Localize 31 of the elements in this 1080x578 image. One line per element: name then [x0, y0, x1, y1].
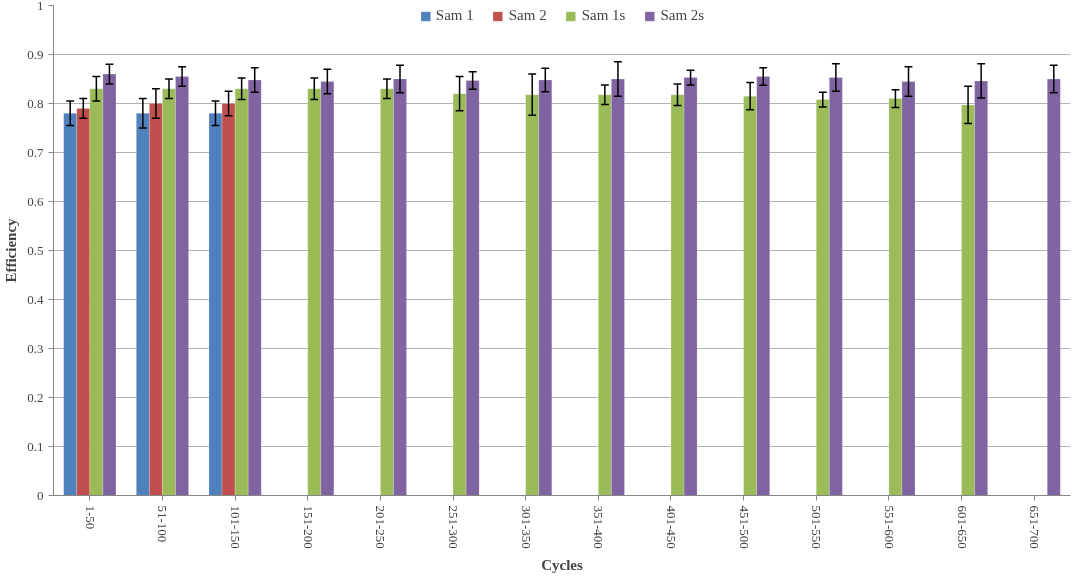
- legend-label: Sam 2: [508, 7, 547, 24]
- x-tick-label: 201-250: [373, 505, 389, 549]
- y-axis-title: Efficiency: [3, 217, 20, 283]
- x-tick-label: 1-50: [82, 505, 98, 530]
- x-tick-label: 501-550: [809, 505, 825, 549]
- x-tick-label: 401-450: [663, 505, 679, 549]
- y-tick-label: 0.5: [27, 242, 44, 258]
- y-tick-label: 0.2: [27, 389, 44, 405]
- y-tick-label: 0.3: [27, 340, 44, 356]
- x-tick-label: 51-100: [155, 505, 171, 543]
- y-tick-label: 0: [37, 487, 44, 503]
- y-tick-label: 0.9: [27, 46, 44, 62]
- y-tick-label: 1: [37, 0, 44, 13]
- x-tick-label: 151-200: [300, 505, 316, 549]
- x-tick-label: 651-700: [1027, 505, 1043, 549]
- x-tick-label: 451-500: [736, 505, 752, 549]
- x-axis-title: Cycles: [541, 556, 583, 573]
- x-tick-label: 301-350: [518, 505, 534, 549]
- legend-label: Sam 1s: [581, 7, 626, 24]
- x-tick-label: 101-150: [228, 505, 244, 549]
- x-tick-label: 251-300: [446, 505, 462, 549]
- legend-label: Sam 2s: [660, 7, 705, 24]
- y-tick-label: 0.7: [27, 144, 44, 160]
- x-tick-label: 351-400: [591, 505, 607, 549]
- y-tick-label: 0.4: [27, 291, 44, 307]
- x-tick-label: 551-600: [881, 505, 897, 549]
- x-tick-label: 601-650: [954, 505, 970, 549]
- y-tick-label: 0.1: [27, 438, 44, 454]
- y-tick-label: 0.8: [27, 95, 44, 111]
- y-tick-label: 0.6: [27, 193, 44, 209]
- legend-label: Sam 1: [435, 7, 474, 24]
